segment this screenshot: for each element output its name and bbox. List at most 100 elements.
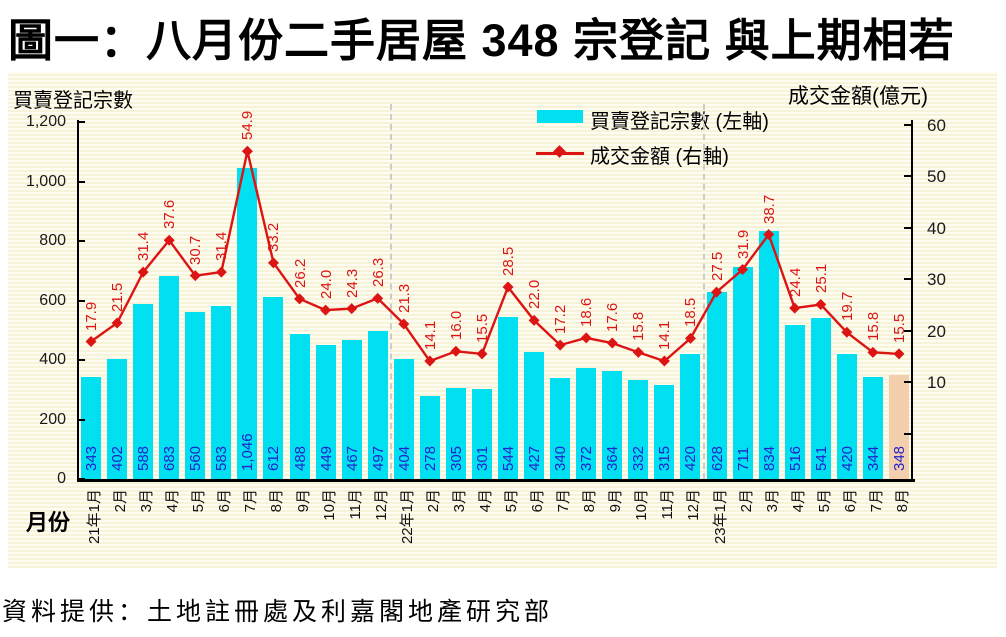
bar-value-label: 372 <box>578 445 596 471</box>
x-category-label: 4月 <box>789 489 807 513</box>
bar <box>628 380 649 479</box>
bar <box>654 385 675 479</box>
right-axis-tick <box>904 329 911 332</box>
x-category-label: 12月 <box>685 489 703 521</box>
left-axis-tick-label: 600 <box>39 291 66 309</box>
point-value-label: 15.8 <box>630 312 648 342</box>
point-value-label: 31.9 <box>734 229 752 259</box>
x-category-label: 3月 <box>138 489 156 513</box>
x-category-label: 5月 <box>815 489 833 513</box>
point-value-label: 18.5 <box>682 298 700 328</box>
bar-value-label: 628 <box>708 445 726 471</box>
point-value-label: 19.7 <box>838 292 856 322</box>
bar <box>680 354 701 479</box>
legend-bar-swatch-icon <box>537 110 583 123</box>
point-value-label: 15.5 <box>890 313 908 343</box>
bar-value-label: 332 <box>630 445 648 471</box>
bar-value-label: 516 <box>786 445 804 471</box>
left-axis-tick-label: 200 <box>39 410 66 428</box>
legend-line-label: 成交金額 (右軸) <box>590 146 729 168</box>
bar-value-label: 541 <box>812 445 830 471</box>
right-axis-tick-label: 50 <box>927 167 946 187</box>
x-category-label: 2月 <box>424 489 442 513</box>
bar <box>315 345 336 479</box>
point-value-label: 15.8 <box>864 312 882 342</box>
bar-value-label: 402 <box>109 445 127 471</box>
x-category-label: 21年1月 <box>86 489 104 545</box>
left-axis-tick-label: 1,200 <box>25 113 66 130</box>
left-axis-tick <box>79 478 85 480</box>
bar <box>524 351 545 479</box>
right-axis-tick <box>904 124 911 126</box>
point-value-label: 30.7 <box>187 235 205 265</box>
bar-value-label: 420 <box>838 445 856 471</box>
left-axis-tick-label: 400 <box>39 351 66 368</box>
x-category-label: 4月 <box>476 489 494 513</box>
left-axis-tick-label: 0 <box>57 470 66 487</box>
x-category-label: 6月 <box>529 489 547 513</box>
x-category-label: 5月 <box>503 489 521 513</box>
right-axis-tick <box>904 432 911 435</box>
bar-value-label: 305 <box>447 445 465 471</box>
point-value-label: 54.9 <box>239 111 257 141</box>
bar-value-label: 301 <box>473 445 491 471</box>
right-axis-tick-label: 20 <box>927 321 946 341</box>
point-value-label: 14.1 <box>421 320 439 351</box>
left-axis-title: 買賣登記宗數 <box>13 90 133 112</box>
left-axis-tick <box>79 180 85 183</box>
right-axis-tick <box>904 381 911 384</box>
left-axis-tick <box>79 121 85 123</box>
bar <box>471 389 492 479</box>
point-value-label: 25.1 <box>812 264 830 294</box>
left-axis-tick-label: 1,000 <box>25 172 66 190</box>
bar <box>289 333 310 479</box>
chart-title: 圖一：八月份二手居屋 348 宗登記 與上期相若 <box>8 15 955 66</box>
x-axis-title: 月份 <box>26 510 71 535</box>
right-axis-tick-label: 40 <box>927 218 946 238</box>
right-axis-tick <box>904 226 911 229</box>
x-category-label: 10月 <box>320 489 338 521</box>
bar <box>341 340 362 479</box>
bar-value-label: 612 <box>265 445 283 471</box>
x-category-label: 10月 <box>633 489 651 521</box>
x-category-label: 7月 <box>867 489 885 513</box>
x-category-label: 6月 <box>841 489 859 513</box>
point-value-label: 18.6 <box>578 297 596 327</box>
bar-value-label: 683 <box>161 445 179 471</box>
bar <box>550 377 571 479</box>
left-axis-tick <box>79 418 85 421</box>
point-value-label: 24.4 <box>786 267 804 298</box>
right-axis-line <box>911 120 913 481</box>
bar-value-label: 467 <box>343 445 361 471</box>
x-category-label: 12月 <box>372 489 390 521</box>
point-value-label: 15.5 <box>473 313 491 343</box>
x-category-label: 7月 <box>242 489 260 513</box>
right-axis-tick <box>904 278 911 281</box>
bar <box>393 358 414 479</box>
right-axis-tick <box>904 175 911 178</box>
x-category-label: 2月 <box>112 489 130 513</box>
bar <box>576 368 597 479</box>
bar-value-label: 348 <box>890 445 908 471</box>
x-category-label: 3月 <box>763 489 781 513</box>
point-value-label: 37.6 <box>161 199 179 230</box>
bar <box>888 375 909 479</box>
left-axis-tick <box>79 240 85 242</box>
point-value-label: 17.2 <box>552 304 570 335</box>
bar-value-label: 315 <box>656 445 674 471</box>
legend-bar-label: 買賣登記宗數 (左軸) <box>590 111 769 133</box>
x-category-label: 5月 <box>190 489 208 513</box>
bar <box>602 370 623 479</box>
x-category-label: 9月 <box>607 489 625 513</box>
x-axis-line <box>77 479 915 482</box>
point-value-label: 27.5 <box>708 251 726 282</box>
bar <box>107 359 128 479</box>
point-value-label: 24.0 <box>317 269 335 300</box>
right-axis-tick-label: 10 <box>927 373 946 393</box>
bar-value-label: 544 <box>500 445 518 471</box>
left-axis-tick <box>79 299 85 302</box>
bar-value-label: 588 <box>135 445 153 471</box>
x-category-label: 7月 <box>555 489 573 513</box>
year-separator-line <box>702 104 705 479</box>
point-value-label: 17.6 <box>604 302 622 333</box>
